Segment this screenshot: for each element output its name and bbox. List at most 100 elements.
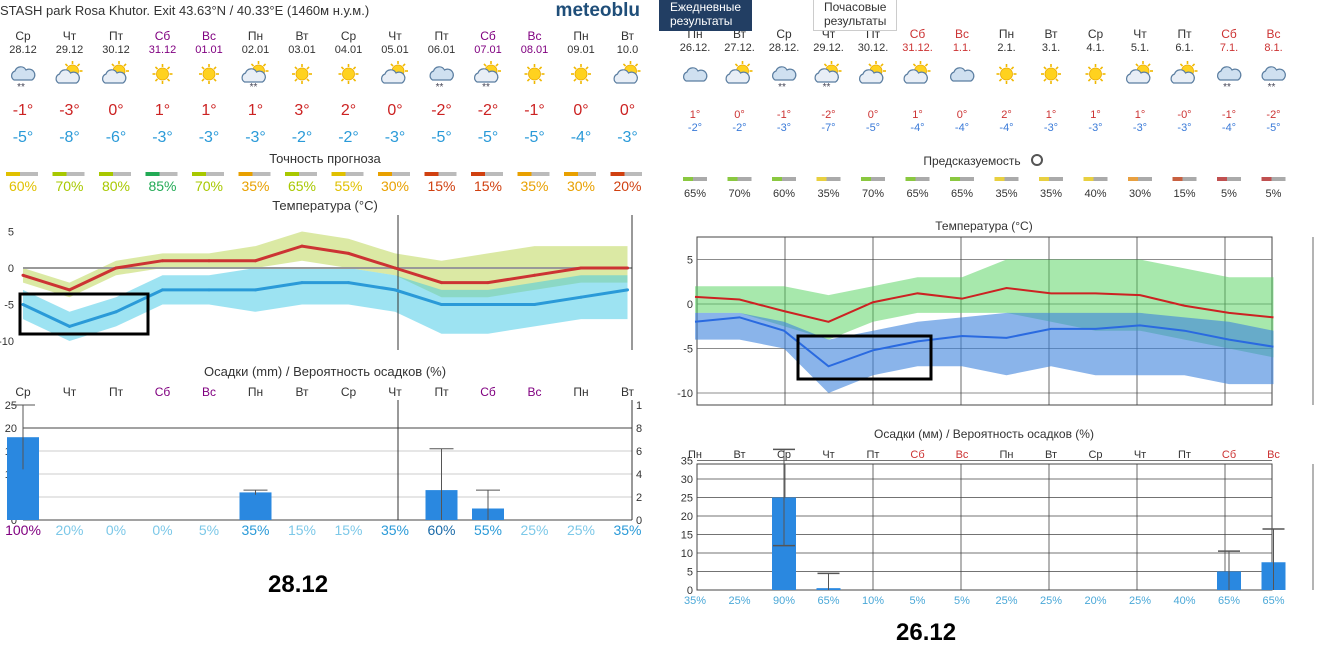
max-temp: 0° — [387, 102, 402, 119]
day-date: 05.01 — [381, 44, 409, 56]
y2-tick-label: 4 — [636, 469, 642, 481]
accuracy-bar-fill — [610, 172, 625, 176]
day-name: Ср — [1088, 27, 1104, 41]
min-temp: -8° — [59, 129, 80, 146]
accuracy-bar-rest — [438, 172, 457, 176]
min-temp: -3° — [1133, 122, 1147, 134]
snowflake-glyph: ** — [250, 82, 258, 93]
predictability-percent: 35% — [1040, 188, 1062, 200]
day-name: Пт — [1177, 27, 1192, 41]
max-temp: 2° — [341, 102, 356, 119]
predictability-percent: 70% — [862, 188, 884, 200]
day-date: 07.01 — [474, 44, 502, 56]
predictability-bar-rest — [782, 177, 796, 181]
day-name: Вт — [295, 29, 309, 43]
day-name: Сб — [910, 27, 926, 41]
accuracy-percent: 85% — [148, 178, 176, 194]
day-date: 30.12. — [858, 42, 889, 54]
accuracy-bar-rest — [66, 172, 85, 176]
y-tick-label: 10 — [681, 548, 693, 560]
sun-cloud-icon — [903, 61, 931, 84]
partly-cloudy-icon — [55, 61, 83, 84]
accuracy-bar-rest — [252, 172, 271, 176]
precip-day-name: Вт — [1045, 449, 1057, 461]
min-temp: -5° — [13, 129, 34, 146]
tab-daily[interactable]: Ежедневные результаты — [659, 0, 753, 31]
max-temp: 1° — [1090, 109, 1101, 121]
predictability-percent: 65% — [684, 188, 706, 200]
precip-chart: 25102081561045200 — [5, 400, 648, 527]
accuracy-bar-rest — [206, 172, 224, 176]
accuracy-percent: 35% — [520, 178, 548, 194]
min-temp-line-point — [300, 281, 304, 285]
day-date: 31.12. — [902, 42, 933, 54]
precip-probability: 90% — [773, 595, 795, 607]
max-temp: 0° — [868, 109, 879, 121]
accuracy-bar-fill — [145, 172, 160, 176]
snowflake-glyph: ** — [436, 82, 444, 93]
min-temp-line-point — [626, 288, 629, 292]
min-temp: -2° — [338, 129, 359, 146]
day-date: 6.1. — [1175, 42, 1193, 54]
precip-day-name: Вс — [527, 385, 541, 399]
precip-chart: 35 30 25 20 15 10 5 0 — [681, 448, 1314, 597]
max-temp-line — [22, 244, 628, 292]
day-date: 28.12 — [9, 44, 37, 56]
day-name: Пт — [434, 29, 449, 43]
precip-day-name: Пн — [248, 385, 263, 399]
y-tick-label: 5 — [8, 227, 14, 239]
precip-probability: 65% — [1262, 595, 1284, 607]
predictability-bar-rest — [871, 177, 885, 181]
min-temp: -5° — [1266, 122, 1280, 134]
min-temp: -3° — [385, 129, 406, 146]
snow-cloud-icon: ** — [1261, 66, 1286, 93]
day-date: 8.1. — [1264, 42, 1282, 54]
snowflake-glyph: ** — [17, 82, 25, 93]
sun-icon — [996, 64, 1017, 84]
day-date: 02.01 — [242, 44, 270, 56]
min-temp: -3° — [1044, 122, 1058, 134]
predictability-bar-fill — [994, 177, 1005, 181]
cloud-icon — [950, 67, 975, 82]
precip-probability: 35% — [684, 595, 706, 607]
accuracy-title: Точность прогноза — [269, 151, 381, 166]
precip-probability: 25% — [728, 595, 750, 607]
tab-hourly[interactable]: Почасовые результаты — [813, 0, 898, 31]
sun-snow-icon: ** — [814, 61, 842, 93]
min-temp-line-point — [207, 288, 211, 292]
y-tick-label: 5 — [687, 255, 693, 267]
cloud-icon — [683, 67, 708, 82]
y-tick-label: -10 — [0, 336, 14, 348]
predictability-percent: 70% — [728, 188, 750, 200]
accuracy-bar-fill — [52, 172, 67, 176]
precip-probability: 25% — [520, 522, 548, 538]
predictability-bar-fill — [727, 177, 738, 181]
predictability-bar-fill — [772, 177, 782, 181]
predictability-info-icon[interactable] — [1031, 154, 1043, 166]
precip-probability: 25% — [1040, 595, 1062, 607]
day-date: 03.01 — [288, 44, 316, 56]
snowflake-glyph: ** — [1223, 82, 1231, 93]
min-temp: -4° — [910, 122, 924, 134]
max-temp: 1° — [155, 102, 170, 119]
day-name: Вс — [955, 27, 969, 41]
min-temp-line — [694, 316, 1274, 368]
min-temp-line-point — [579, 295, 583, 299]
min-temp-range-band — [695, 312, 1274, 393]
accuracy-bar-rest — [299, 172, 317, 176]
accuracy-bar-fill — [238, 172, 253, 176]
accuracy-bar-fill — [424, 172, 439, 176]
accuracy-percent: 35% — [241, 178, 269, 194]
precip-day-name: Пт — [109, 385, 124, 399]
predictability-bar-rest — [737, 177, 752, 181]
min-temp: -5° — [431, 129, 452, 146]
snowflake-glyph: ** — [778, 82, 786, 93]
y-tick-label: 0 — [11, 515, 17, 527]
precip-title: Осадки (мм) / Вероятность осадков (%) — [874, 427, 1094, 441]
max-temp-line-point — [21, 273, 25, 277]
min-temp: -7° — [821, 122, 835, 134]
max-temp-line-point — [207, 259, 211, 263]
predictability-bar-rest — [960, 177, 974, 181]
max-temp-range-band — [695, 259, 1274, 358]
accuracy-percent: 55% — [334, 178, 362, 194]
